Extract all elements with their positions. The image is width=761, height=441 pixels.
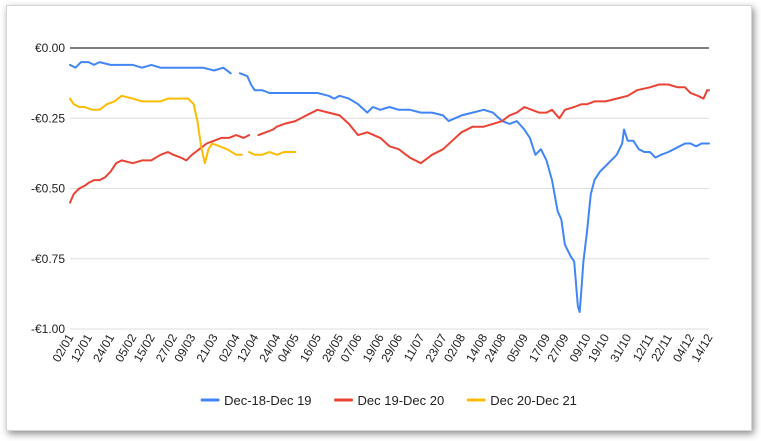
x-tick-label: 05/09 [504, 331, 531, 364]
line-chart: €0.00-€0.25-€0.50-€0.75-€1.00 02/0112/01… [31, 41, 716, 408]
y-tick-label: -€0.75 [31, 252, 65, 266]
chart-card: €0.00 -€0.25 -€0.50 -€0.75 -€1.00 02/01 12/01… [6, 5, 752, 431]
legend-item: Dec-18-Dec 19 [200, 393, 312, 408]
y-tick-label: -€0.50 [31, 182, 65, 196]
series-line-2 [69, 83, 710, 204]
legend-label: Dec-18-Dec 19 [224, 393, 311, 408]
x-tick-label: 21/03 [194, 331, 221, 364]
series-line-3 [69, 94, 297, 165]
x-tick-label: 24/01 [90, 331, 117, 364]
legend-label: Dec 19-Dec 20 [358, 393, 445, 408]
legend-item: Dec 19-Dec 20 [334, 393, 445, 408]
legend-label: Dec 20-Dec 21 [490, 393, 577, 408]
legend-item: Dec 20-Dec 21 [466, 393, 577, 408]
x-tick-label: 16/05 [297, 331, 324, 364]
y-tick-label: -€0.25 [31, 111, 65, 125]
y-tick-label: €0.00 [35, 41, 65, 55]
series-line-1 [69, 61, 710, 314]
y-tick-label: -€1.00 [31, 322, 65, 336]
x-tick-label: 31/10 [607, 331, 634, 364]
